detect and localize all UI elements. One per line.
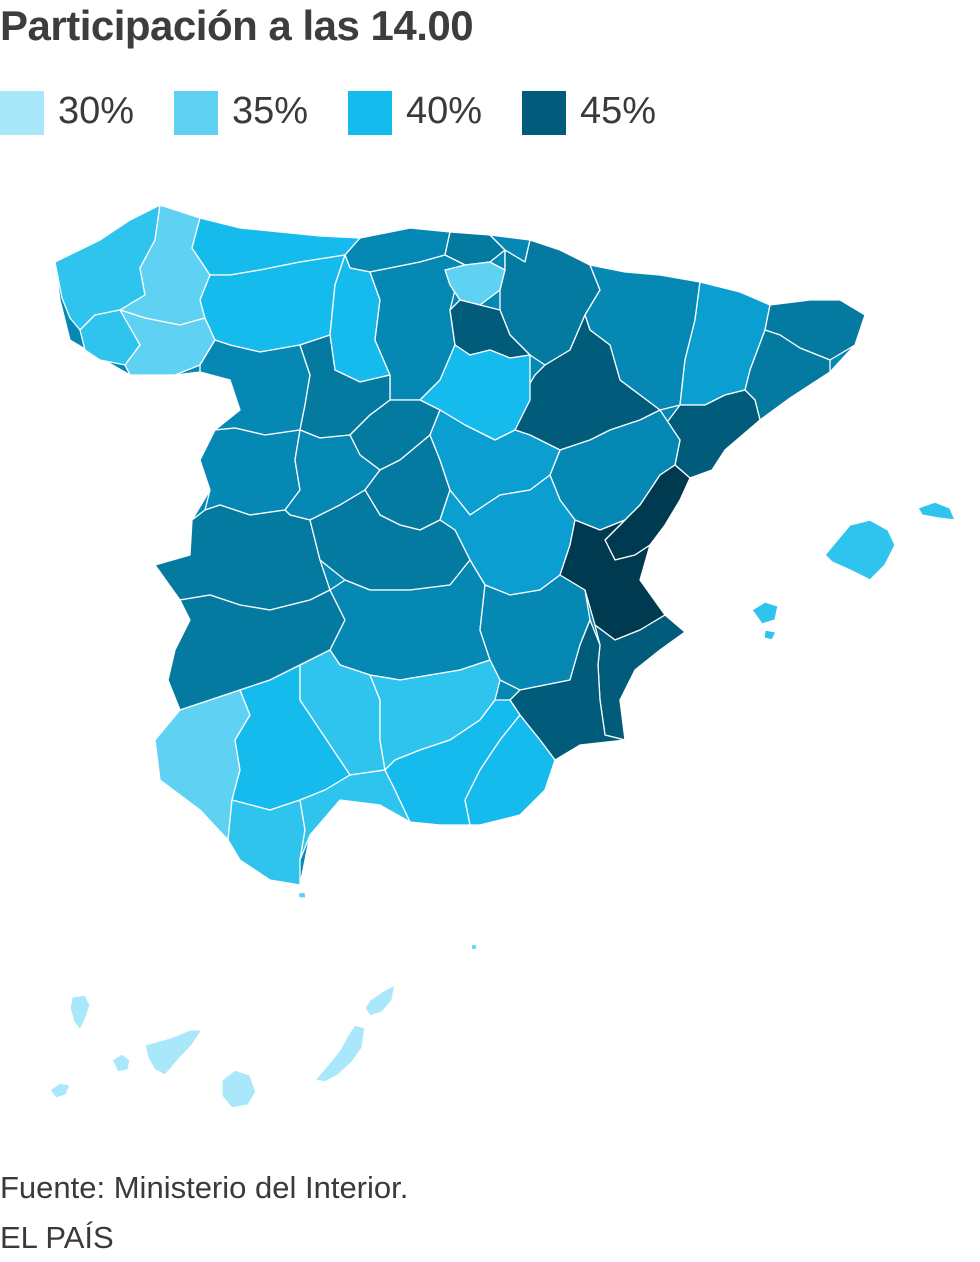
island-el-hierro: [49, 1082, 71, 1099]
city-ceuta: [297, 891, 307, 899]
island-lanzarote: [364, 984, 396, 1017]
legend-label-45: 45%: [580, 90, 657, 132]
island-la-gomera: [111, 1053, 131, 1073]
legend-swatch-40: [348, 91, 392, 135]
brand-credit: EL PAÍS: [0, 1220, 114, 1255]
spain-turnout-map: [25, 204, 956, 1128]
region-zamora: [199, 339, 311, 436]
island-mallorca: [824, 519, 896, 581]
city-melilla: [470, 943, 478, 951]
legend-swatch-35: [174, 91, 218, 135]
source-note: Fuente: Ministerio del Interior.: [0, 1170, 409, 1205]
region-salamanca: [199, 427, 301, 516]
legend-swatch-30: [0, 91, 44, 135]
island-fuerteventura: [314, 1024, 366, 1083]
canary-inset-frame: [25, 954, 431, 1128]
region-caceres: [154, 504, 331, 611]
legend-label-30: 30%: [58, 90, 135, 132]
region-barcelona: [744, 329, 831, 421]
region-valencia: [559, 519, 666, 641]
map-title: Participación a las 14.00: [0, 2, 474, 49]
legend-label-40: 40%: [406, 90, 483, 132]
island-gran-canaria: [221, 1069, 257, 1109]
region-cadiz: [227, 799, 306, 886]
legend-swatch-45: [522, 91, 566, 135]
island-menorca: [917, 501, 956, 521]
island-formentera: [763, 629, 777, 641]
region-malaga: [299, 769, 411, 861]
island-la-palma: [69, 994, 91, 1031]
island-tenerife: [144, 1029, 203, 1076]
legend-label-35: 35%: [232, 90, 309, 132]
region-almeria: [464, 714, 556, 826]
island-ibiza: [751, 601, 779, 625]
